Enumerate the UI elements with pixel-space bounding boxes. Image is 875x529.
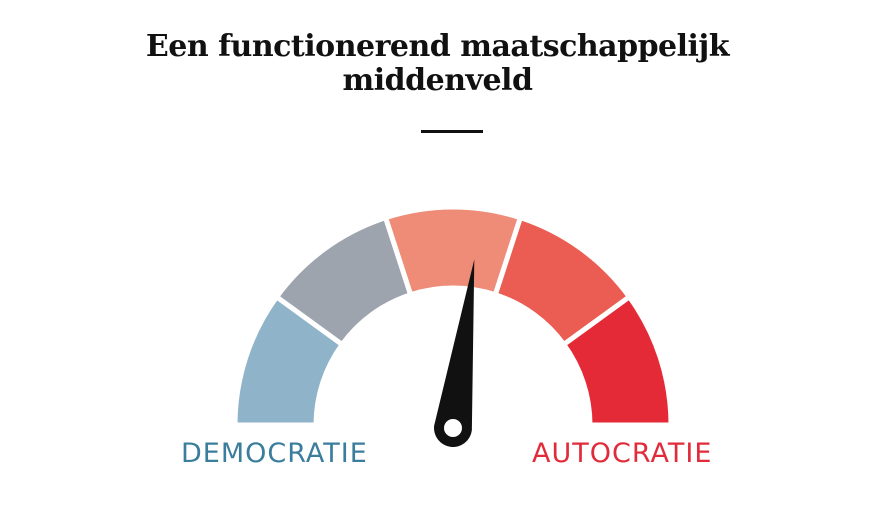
title-line-1: Een functionerend maatschappelijk — [145, 29, 730, 64]
gauge-segment-5 — [560, 293, 674, 428]
needle-hub — [444, 419, 462, 437]
autocratie-label: AUTOCRATIE — [532, 438, 713, 469]
title-line-2: middenveld — [342, 63, 533, 98]
title-divider — [421, 130, 483, 133]
page-title: Een functionerend maatschappelijk midden… — [0, 30, 875, 98]
democratie-label: DEMOCRATIE — [181, 438, 368, 469]
gauge-needle — [433, 259, 475, 448]
gauge-segments — [232, 204, 674, 428]
needle-pointer — [433, 259, 475, 448]
